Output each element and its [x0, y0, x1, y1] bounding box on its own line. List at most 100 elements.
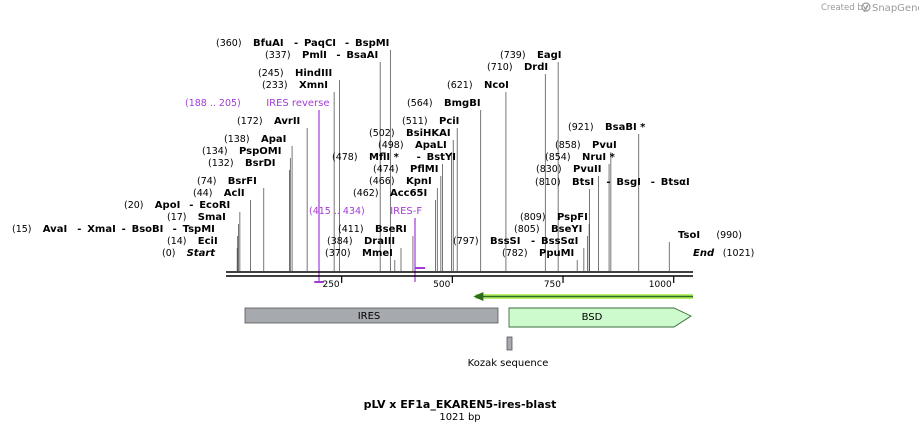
site-mmei[interactable]: (370) MmeI [325, 248, 393, 259]
credit-text: Created by [821, 3, 868, 13]
enzyme-name: SmaI [198, 212, 226, 223]
site-position: (478) [332, 152, 358, 163]
site-position: (921) [568, 122, 594, 133]
site-position: (502) [369, 128, 395, 139]
site-pvuii[interactable]: (830) PvuII [536, 164, 601, 175]
site-ncoi[interactable]: (621) NcoI [447, 80, 509, 91]
enzyme-name: PspOMI [239, 146, 281, 157]
site-position: (466) [369, 176, 395, 187]
site-bsihkai[interactable]: (502) BsiHKAI [369, 128, 451, 139]
site-ecoi[interactable]: (14) EciI [167, 236, 218, 247]
enzyme-name: BtsI [572, 177, 594, 188]
enzyme-name: TsoI [678, 230, 700, 241]
site-drdi[interactable]: (710) DrdI [487, 62, 548, 73]
enzyme-name: AvaI [43, 224, 67, 235]
ruler-tick-label: 750 [544, 280, 561, 290]
site-pvui[interactable]: (858) PvuI [555, 140, 617, 151]
enzyme-name: BsrFI [228, 176, 257, 187]
enzyme-name: BssSI [490, 236, 520, 247]
site-position: (797) [453, 236, 479, 247]
site-smai[interactable]: (17) SmaI [167, 212, 226, 223]
ruler-tick-label: 500 [433, 280, 450, 290]
enzyme-name: BfuAI [253, 38, 284, 49]
enzyme-name: BsoBI [132, 224, 164, 235]
site-position: (858) [555, 140, 581, 151]
enzyme-name: EcoRI [199, 200, 230, 211]
enzyme-name: BsiHKAI [406, 128, 451, 139]
site-bsrfi[interactable]: (74) BsrFI [197, 176, 257, 187]
site-position: (411) [338, 224, 364, 235]
site-draiii[interactable]: (384) DraIII [327, 236, 395, 247]
sequence-backbone [226, 271, 693, 277]
site-pspomi[interactable]: (134) PspOMI [202, 146, 281, 157]
feature-label: Kozak sequence [468, 358, 549, 369]
feature-bsd[interactable]: BSD [508, 307, 692, 328]
enzyme-name: PmlI [302, 50, 327, 61]
site-labels: (0) Start(14) EciI(15) AvaI - XmaI - BsoBI - TspM… [12, 38, 754, 259]
site-position: (710) [487, 62, 513, 73]
site-nrui[interactable]: (854) NruI * [545, 152, 616, 163]
site-pspmi[interactable]: (782) PpuMI [502, 248, 574, 259]
enzyme-name: Start [187, 248, 217, 259]
primer-ires-reverse[interactable]: (188 .. 205) IRES reverse [185, 98, 330, 283]
site-pcii[interactable]: (511) PciI [402, 116, 459, 127]
enzyme-name: PvuI [592, 140, 617, 151]
site-position: (370) [325, 248, 351, 259]
site-position: (782) [502, 248, 528, 259]
site-position: (810) [535, 177, 561, 188]
feature-box [506, 336, 513, 351]
site-bsrdi[interactable]: (132) BsrDI [208, 158, 276, 169]
snapgene-logo-icon [861, 2, 871, 12]
site-xmni[interactable]: (233) XmnI [262, 80, 328, 91]
site-pflmi[interactable]: (474) PflMI [373, 164, 438, 175]
site-bmgbi[interactable]: (564) BmgBI [407, 98, 481, 109]
primer-range: (188 .. 205) [185, 98, 241, 109]
site-acc65i[interactable]: (462) Acc65I [353, 188, 427, 199]
site-separator: - [336, 50, 340, 61]
ruler-tick-label: 250 [322, 280, 339, 290]
site-apai[interactable]: (138) ApaI [224, 134, 286, 145]
enzyme-name: ApaI [261, 134, 286, 145]
site-pmli[interactable]: (337) PmlI - BsaAI [265, 50, 378, 61]
feature-kozak[interactable]: Kozak sequence [468, 336, 549, 369]
site-position: (44) [193, 188, 213, 199]
enzyme-name: BsgI [616, 177, 640, 188]
site-kpni[interactable]: (466) KpnI [369, 176, 432, 187]
site-position: (809) [520, 212, 546, 223]
site-apoi[interactable]: (20) ApoI - EcoRI [124, 200, 230, 211]
site-start[interactable]: (0) Start [162, 248, 216, 259]
feature-arrow [508, 307, 692, 328]
site-position: (0) [162, 248, 175, 259]
site-position: (511) [402, 116, 428, 127]
site-btsi[interactable]: (810) BtsI - BsgI - BtsαI [535, 177, 690, 188]
site-separator: - [294, 38, 298, 49]
site-hindiii[interactable]: (245) HindIII [258, 68, 332, 79]
site-end[interactable]: End (1021) [693, 248, 754, 259]
enzyme-name: BsaBI * [605, 122, 646, 133]
site-position: (830) [536, 164, 562, 175]
site-separator: - [606, 177, 610, 188]
site-position: (1021) [723, 248, 755, 259]
site-bseri[interactable]: (411) BseRI [338, 224, 407, 235]
enzyme-name: PvuII [573, 164, 601, 175]
enzyme-name: XmnI [299, 80, 328, 91]
site-pspfi[interactable]: (809) PspFI [520, 212, 588, 223]
site-separator: - [345, 38, 349, 49]
enzyme-name: BsrDI [245, 158, 276, 169]
feature-ires[interactable]: IRES [244, 307, 499, 324]
site-bsabi[interactable]: (921) BsaBI * [568, 122, 646, 133]
enzyme-name: AclI [224, 188, 245, 199]
site-avai[interactable]: (15) AvaI - XmaI - BsoBI - TspMI [12, 224, 215, 235]
site-position: (990) [716, 230, 742, 241]
site-acli[interactable]: (44) AclI [193, 188, 245, 199]
site-mfli[interactable]: (478) MflI * - BstYI [332, 152, 456, 163]
site-eagi[interactable]: (739) EagI [500, 50, 561, 61]
site-tsoi[interactable]: TsoI (990) [678, 230, 742, 241]
site-apali[interactable]: (498) ApaLI [378, 140, 447, 151]
site-position: (474) [373, 164, 399, 175]
site-bsssi[interactable]: (797) BssSI - BssSαI [453, 236, 578, 247]
site-avrii[interactable]: (172) AvrII [237, 116, 300, 127]
site-bfuai[interactable]: (360) BfuAI - PaqCI - BspMI [216, 38, 389, 49]
site-bseyi[interactable]: (805) BseYI [514, 224, 582, 235]
enzyme-name: BspMI [355, 38, 389, 49]
